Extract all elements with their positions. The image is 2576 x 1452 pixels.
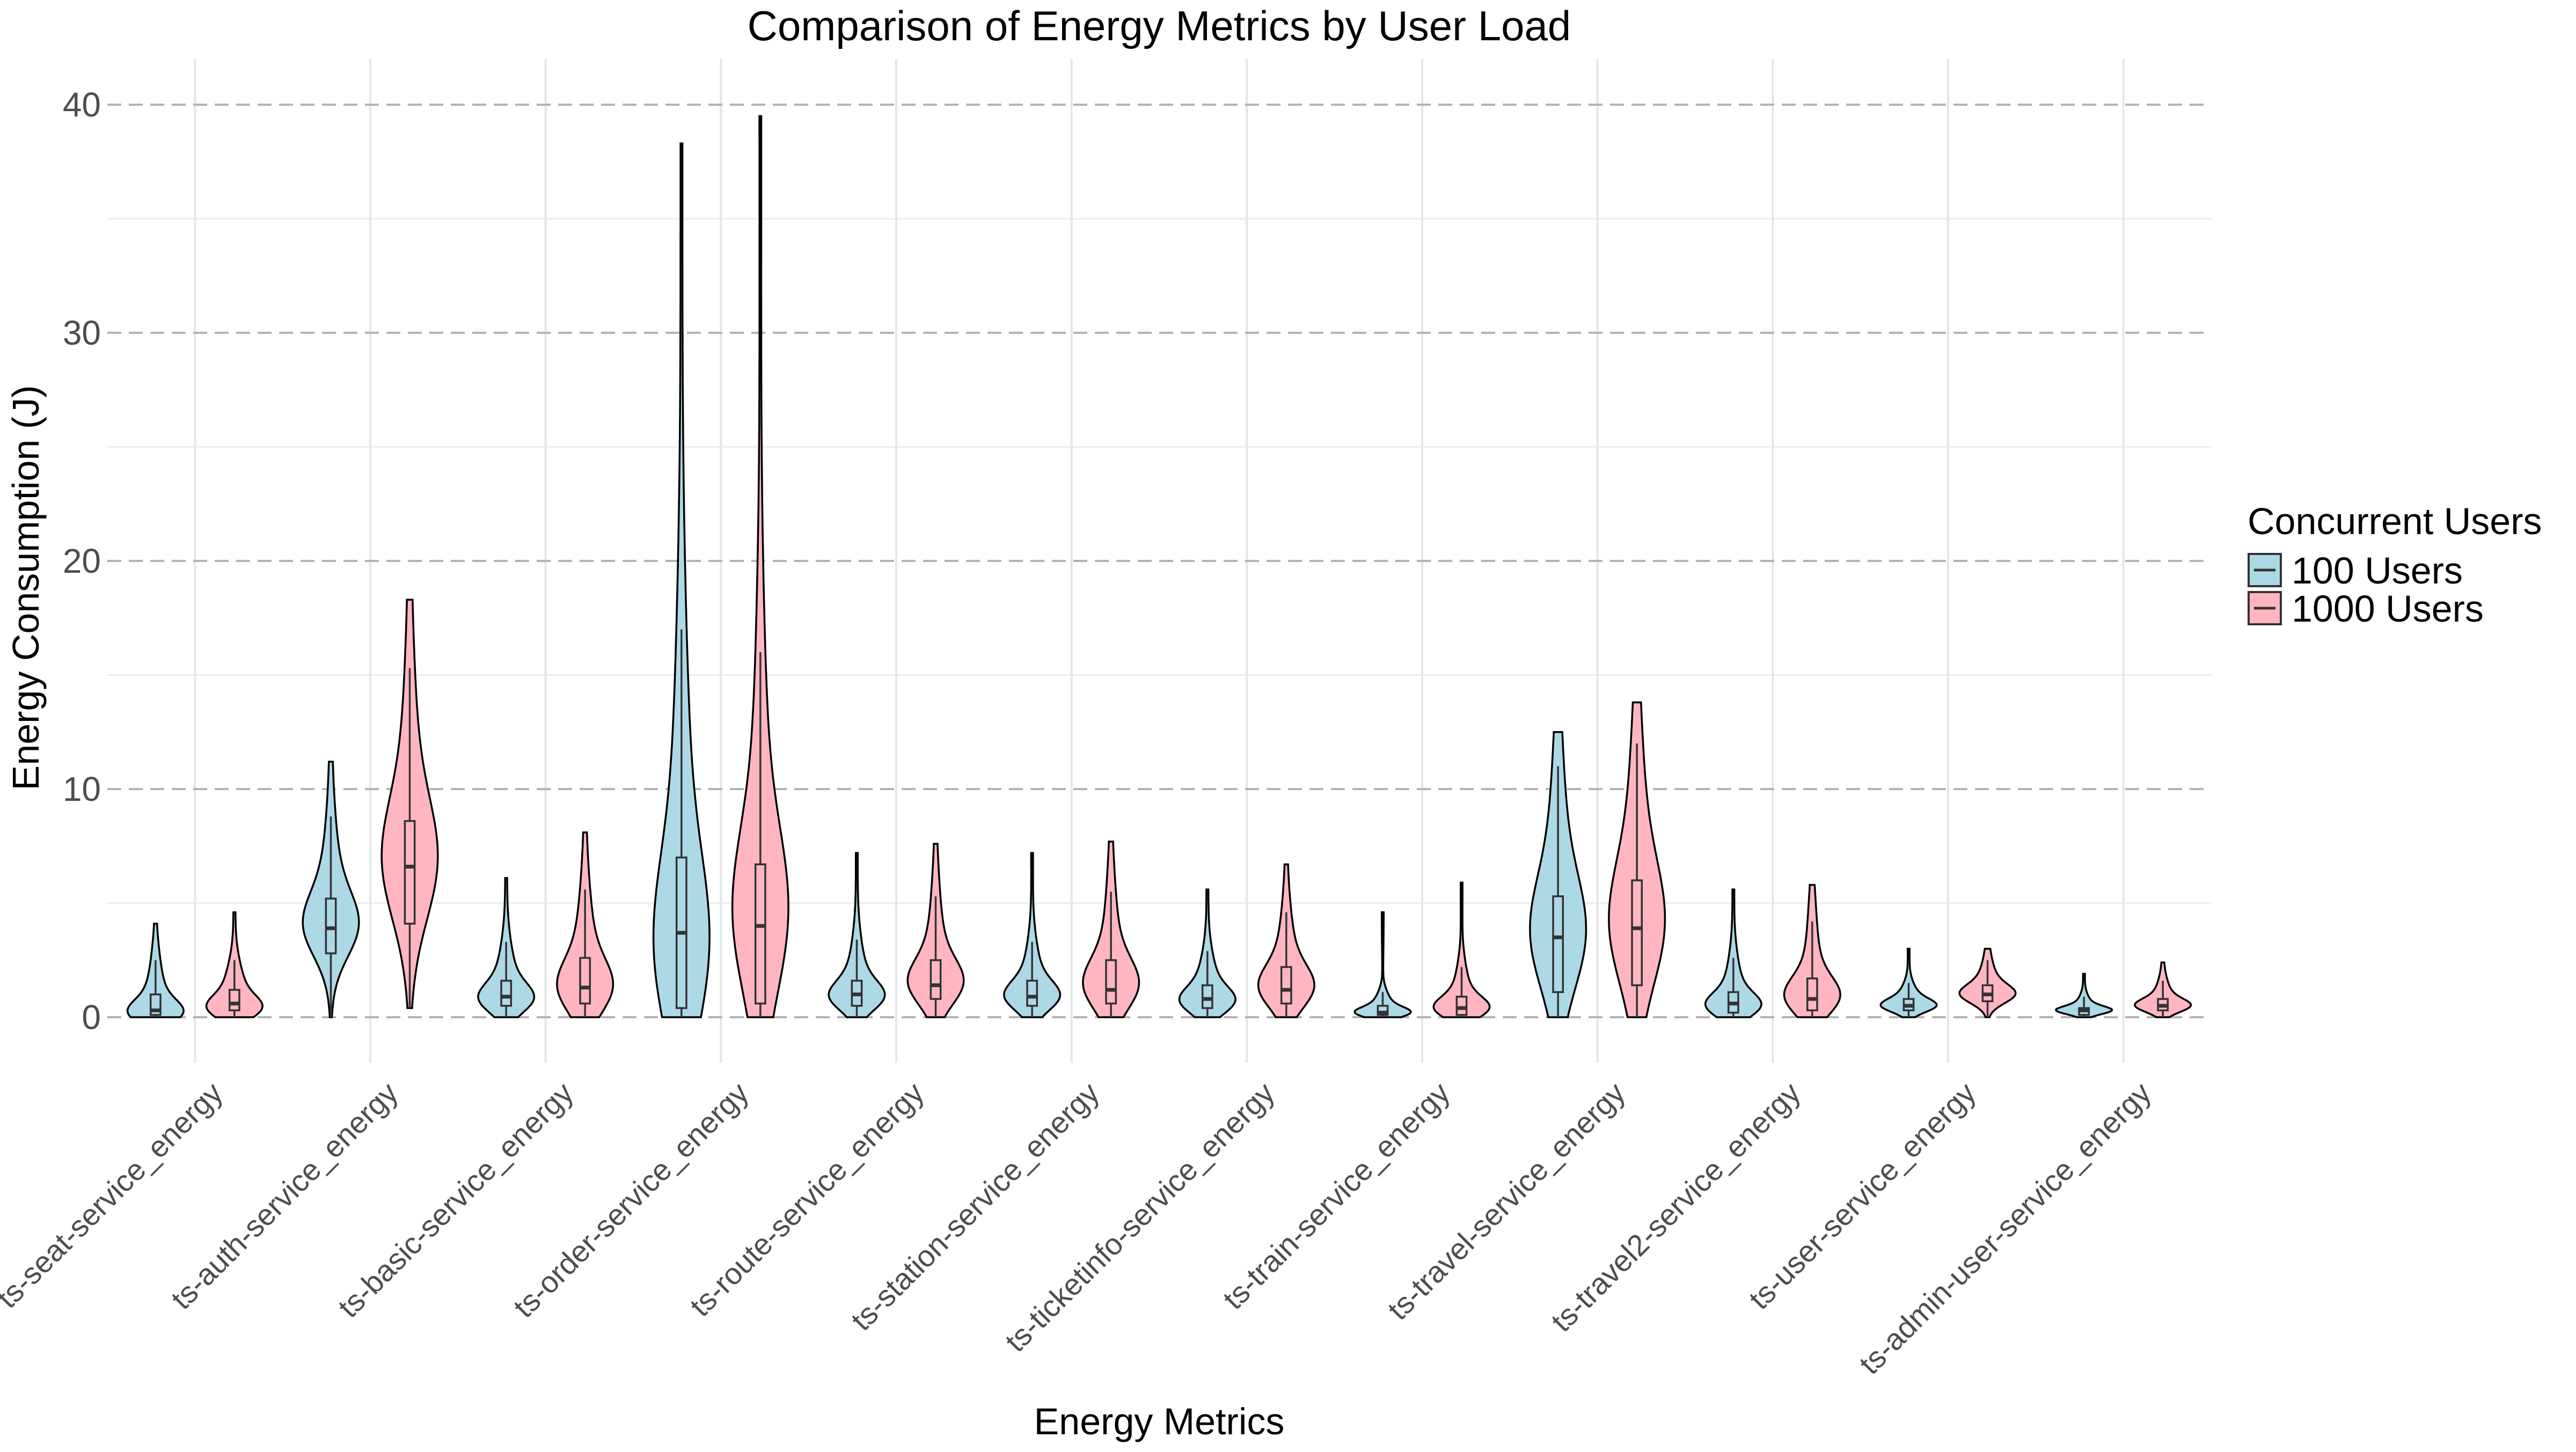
users-1000-7-box: [1455, 996, 1468, 1016]
users-1000-1-box: [404, 820, 416, 925]
users-1000-8-box: [1631, 879, 1643, 987]
users-100-5-violin: [1003, 852, 1062, 1018]
users-100-1-box: [325, 898, 337, 954]
chart-title: Comparison of Energy Metrics by User Loa…: [748, 2, 1571, 49]
users-1000-7-violin: [1432, 881, 1491, 1018]
legend-label-1000-users: 1000 Users: [2292, 588, 2484, 630]
axis-layer: 010203040ts-seat-service_energyts-auth-s…: [0, 85, 2157, 1381]
y-tick-label: 40: [63, 85, 101, 124]
x-tick-label: ts-admin-user-service_energy: [1853, 1076, 2157, 1381]
users-100-9-violin: [1704, 888, 1762, 1018]
users-1000-0-box: [228, 989, 240, 1011]
users-1000-2-box: [579, 957, 591, 1005]
users-100-7-violin: [1353, 911, 1412, 1018]
legend: Concurrent Users 100 Users 1000 Users: [2248, 500, 2542, 630]
legend-title: Concurrent Users: [2248, 500, 2542, 542]
users-100-4-violin: [828, 852, 886, 1018]
users-1000-3-box: [754, 863, 766, 1005]
users-1000-6-box: [1280, 966, 1292, 1005]
y-tick-label: 0: [82, 998, 101, 1037]
y-tick-label: 10: [63, 770, 101, 808]
users-100-2-box: [500, 980, 513, 1007]
users-1000-4-box: [930, 959, 942, 1000]
users-1000-5-box: [1105, 959, 1117, 1005]
x-axis-label: Energy Metrics: [1034, 1400, 1285, 1442]
users-1000-3-violin: [731, 115, 789, 1018]
users-100-11-violin: [2055, 973, 2113, 1018]
users-100-5-box: [1026, 980, 1038, 1007]
users-1000-9-box: [1806, 977, 1818, 1011]
users-100-6-box: [1201, 984, 1213, 1009]
grid-layer: [107, 59, 2211, 1063]
y-tick-label: 30: [63, 313, 101, 352]
legend-label-100-users: 100 Users: [2292, 550, 2463, 592]
users-100-8-box: [1552, 895, 1564, 993]
y-axis-label: Energy Consumption (J): [5, 385, 47, 791]
violin-layer: [126, 115, 2192, 1018]
users-100-3-violin: [652, 142, 711, 1018]
y-tick-label: 20: [63, 542, 101, 580]
